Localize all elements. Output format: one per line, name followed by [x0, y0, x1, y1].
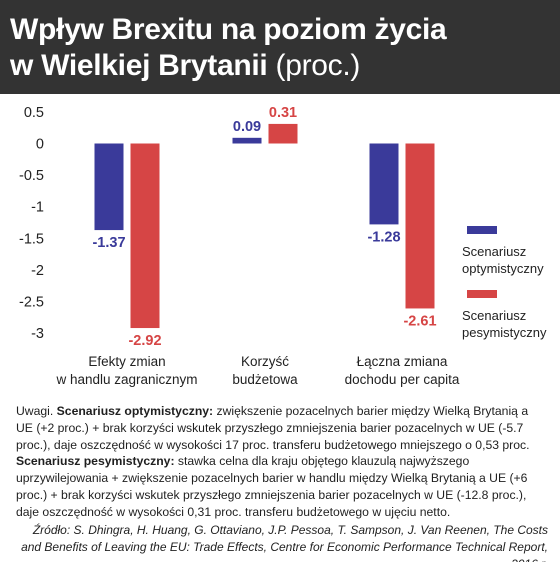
category-label: w handlu zagranicznym: [55, 372, 197, 387]
legend: Scenariusz optymistyczny Scenariusz pesymis…: [462, 226, 547, 340]
bar-optimistic-2: [232, 137, 262, 144]
optimistic-note-text: zwiększenie pozacelnych barier między Wi…: [16, 404, 530, 452]
bar-value-label: -1.28: [367, 229, 400, 245]
legend-label: optymistyczny: [462, 261, 544, 276]
legend-label: pesymistyczny: [462, 325, 547, 340]
bar-value-label: -2.61: [403, 313, 436, 329]
category-label: Łączna zmiana: [357, 354, 448, 369]
chart-note: Uwagi. Scenariusz optymistyczny: zwiększ…: [16, 403, 548, 521]
category-label: Korzyść: [241, 354, 289, 369]
pessimistic-note-label: Scenariusz pesymistyczny:: [16, 454, 175, 469]
legend-label: Scenariusz: [462, 244, 526, 259]
y-tick-label: -1: [31, 200, 44, 216]
category-label: dochodu per capita: [345, 372, 460, 387]
bar-pessimistic-1: [130, 143, 160, 329]
y-tick-label: -2.5: [19, 295, 44, 311]
bar-value-label: -1.37: [92, 235, 125, 251]
chart-title-line-2: w Wielkiej Brytanii (proc.): [10, 48, 550, 84]
y-tick-label: -3: [31, 326, 44, 342]
pessimistic-note-text: stawka celna dla kraju objętego klauzulą…: [16, 454, 528, 519]
y-axis-ticks: 0.5 0 -0.5 -1 -1.5 -2 -2.5 -3: [19, 105, 44, 342]
bar-value-labels: -1.37 0.09 -1.28 -2.92 0.31 -2.61: [92, 105, 436, 349]
optimistic-note-label: Scenariusz optymistyczny:: [56, 404, 214, 418]
y-tick-label: 0.5: [24, 105, 44, 121]
y-tick-label: 0: [36, 137, 44, 153]
bar-pessimistic-2: [268, 123, 298, 144]
title-banner: Wpływ Brexitu na poziom życia w Wielkiej…: [0, 0, 560, 94]
chart-title: Wpływ Brexitu na poziom życia w Wielkiej…: [10, 12, 550, 84]
note-prefix: Uwagi.: [16, 404, 54, 418]
legend-label: Scenariusz: [462, 308, 526, 323]
bar-value-label: -2.92: [128, 333, 161, 349]
legend-swatch-optimistic: [467, 226, 497, 234]
category-label: Efekty zmian: [88, 354, 165, 369]
bar-optimistic-1: [94, 143, 124, 231]
bar-value-label: 0.31: [269, 105, 297, 121]
y-tick-label: -2: [31, 263, 44, 279]
chart-title-unit: (proc.): [275, 49, 361, 82]
bars: [94, 123, 435, 329]
y-tick-label: -1.5: [19, 231, 44, 247]
y-tick-label: -0.5: [19, 168, 44, 184]
bar-chart: 0.5 0 -0.5 -1 -1.5 -2 -2.5 -3 -1.37 0.09 -1.28 -2.…: [19, 105, 547, 387]
x-axis-category-labels: Efekty zmian w handlu zagranicznym Korzyść…: [55, 354, 459, 387]
bar-pessimistic-3: [405, 143, 435, 309]
legend-swatch-pessimistic: [467, 290, 497, 298]
bar-value-label: 0.09: [233, 119, 261, 135]
category-label: budżetowa: [232, 372, 298, 387]
source-citation: Źródło: S. Dhingra, H. Huang, G. Ottavia…: [21, 523, 548, 562]
bar-optimistic-3: [369, 143, 399, 225]
chart-title-line-1: Wpływ Brexitu na poziom życia: [10, 13, 447, 46]
chart-title-main: w Wielkiej Brytanii: [10, 49, 268, 82]
